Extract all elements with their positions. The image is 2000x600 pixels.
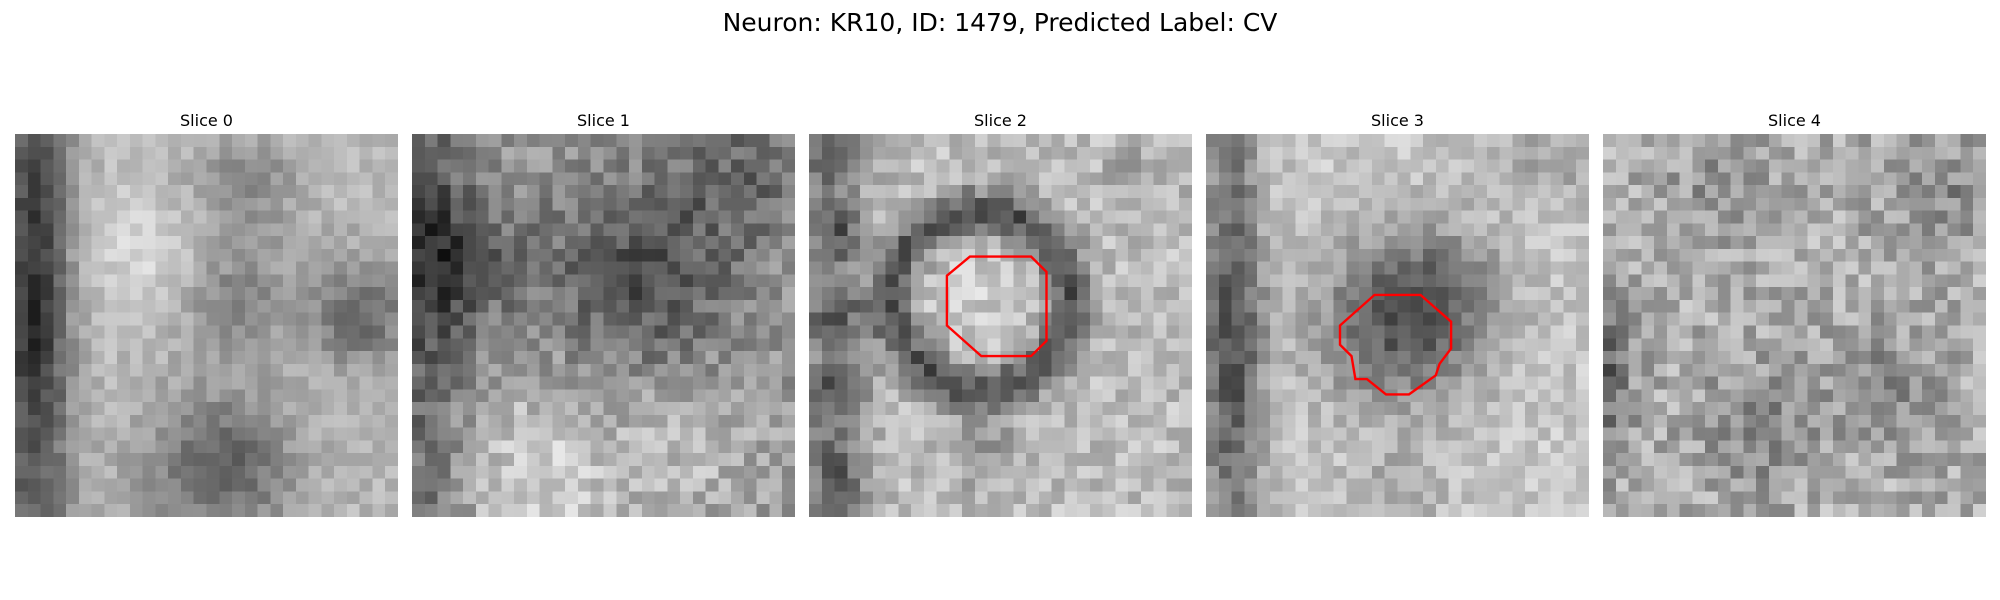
slice-title: Slice 2: [974, 111, 1027, 130]
slice-panel-3: Slice 3: [1206, 108, 1589, 517]
slice-pixels: [1206, 134, 1589, 517]
slice-image: [15, 134, 398, 517]
roi-outline: [1338, 293, 1453, 396]
slice-panel-2: Slice 2: [809, 108, 1192, 517]
slice-panel-1: Slice 1: [412, 108, 795, 517]
roi-outline: [945, 255, 1048, 358]
slice-title: Slice 4: [1768, 111, 1821, 130]
slice-image: [412, 134, 795, 517]
figure-title: Neuron: KR10, ID: 1479, Predicted Label:…: [722, 8, 1278, 37]
slice-panel-4: Slice 4: [1603, 108, 1986, 517]
slice-pixels: [1603, 134, 1986, 517]
slice-pixels: [809, 134, 1192, 517]
slice-image: [1206, 134, 1589, 517]
slice-pixels: [15, 134, 398, 517]
slice-image: [1603, 134, 1986, 517]
slice-panel-0: Slice 0: [15, 108, 398, 517]
slice-title: Slice 1: [577, 111, 630, 130]
slice-title: Slice 0: [180, 111, 233, 130]
slice-title: Slice 3: [1371, 111, 1424, 130]
slice-image: [809, 134, 1192, 517]
slice-pixels: [412, 134, 795, 517]
